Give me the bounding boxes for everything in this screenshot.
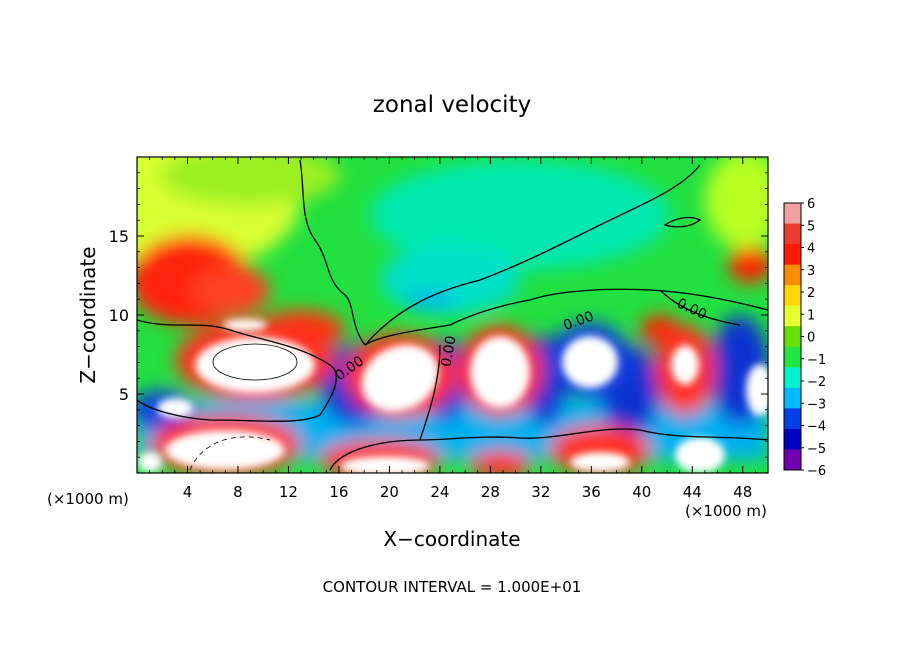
x-axis-title: X−coordinate (383, 527, 520, 551)
colorbar-swatch (784, 367, 801, 389)
colorbar: 6 5 4 3 2 1 0 −1 −2 −3 −4 −5 −6 (783, 197, 826, 479)
colorbar-swatch (784, 264, 801, 286)
x-axis-ticks: 4 8 12 16 20 24 28 32 36 40 44 48 (149, 157, 756, 501)
contour-label: 0.00 (438, 335, 459, 368)
zero-contours (137, 159, 768, 471)
x-tick-label: 12 (279, 483, 298, 501)
x-tick-label: 20 (380, 483, 399, 501)
x-tick-label: 8 (233, 483, 243, 501)
contour-interval-note: CONTOUR INTERVAL = 1.000E+01 (323, 578, 582, 596)
y-tick-label: 15 (109, 227, 129, 246)
colorbar-swatch (784, 387, 801, 409)
x-tick-label: 28 (481, 483, 500, 501)
colorbar-swatch (784, 305, 801, 327)
x-tick-label: 44 (683, 483, 702, 501)
x-tick-label: 16 (329, 483, 348, 501)
chart-title: zonal velocity (373, 92, 531, 118)
heatmap-field (137, 157, 768, 473)
colorbar-tick-label: 2 (807, 286, 815, 301)
colorbar-tick-label: 3 (807, 264, 815, 279)
colorbar-tick-label: −4 (807, 420, 826, 435)
x-tick-label: 48 (733, 483, 752, 501)
y-axis-ticks: 5 10 15 (109, 172, 768, 458)
colorbar-tick-label: −5 (807, 442, 826, 457)
y-axis-title: Z−coordinate (76, 246, 100, 383)
x-tick-label: 32 (531, 483, 550, 501)
colorbar-swatch (784, 428, 801, 450)
colorbar-swatch (784, 203, 801, 225)
colorbar-tick-label: 5 (807, 219, 815, 234)
colorbar-tick-label: −3 (807, 397, 826, 412)
colorbar-swatch (784, 408, 801, 430)
y-tick-label: 10 (109, 306, 129, 325)
colorbar-swatch (784, 223, 801, 245)
x-tick-label: 24 (430, 483, 449, 501)
colorbar-tick-label: −2 (807, 375, 826, 390)
colorbar-swatch (784, 244, 801, 266)
x-unit-right: (×1000 m) (685, 502, 767, 520)
colorbar-swatch (784, 346, 801, 368)
colorbar-swatch (784, 449, 801, 471)
x-tick-label: 4 (183, 483, 193, 501)
x-tick-label: 36 (582, 483, 601, 501)
colorbar-tick-label: 0 (807, 331, 815, 346)
colorbar-tick-label: −1 (807, 353, 826, 368)
colorbar-swatch (784, 285, 801, 307)
y-tick-label: 5 (119, 385, 129, 404)
colorbar-tick-label: 6 (807, 197, 815, 212)
colorbar-tick-label: 4 (807, 242, 815, 257)
colorbar-tick-label: −6 (807, 464, 826, 479)
colorbar-swatch (784, 326, 801, 348)
x-unit-left: (×1000 m) (47, 490, 129, 508)
x-tick-label: 40 (632, 483, 651, 501)
colorbar-tick-label: 1 (807, 308, 815, 323)
